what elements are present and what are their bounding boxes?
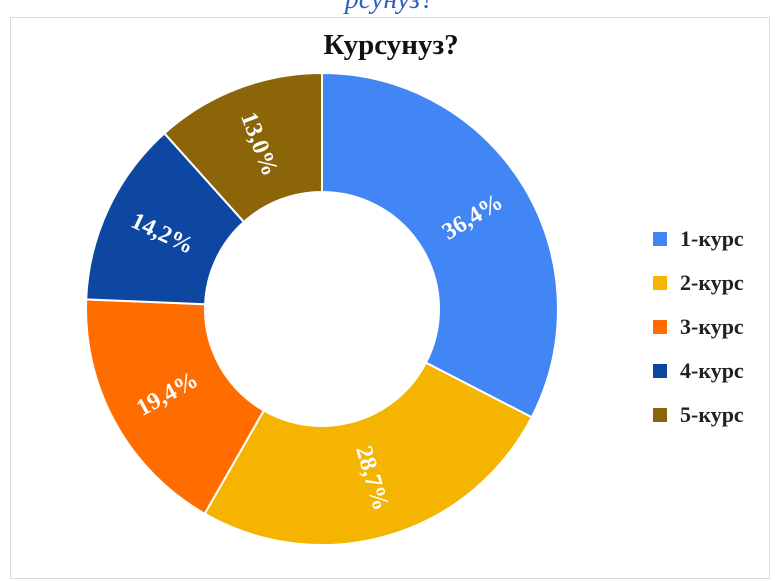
legend-label: 2-курс bbox=[680, 270, 744, 295]
legend-label: 4-курс bbox=[680, 358, 744, 383]
legend-swatch bbox=[653, 232, 667, 246]
donut-slice-3 bbox=[85, 298, 266, 516]
legend-swatch bbox=[653, 276, 667, 290]
donut-slice-2 bbox=[203, 361, 534, 546]
legend-item-5: 5-курс bbox=[653, 393, 771, 437]
chart-legend: 1-курс 2-курс 3-курс 4-курс 5-курс bbox=[653, 217, 771, 437]
legend-swatch bbox=[653, 408, 667, 422]
legend-item-2: 2-курс bbox=[653, 261, 771, 305]
legend-label: 5-курс bbox=[680, 402, 744, 427]
page-caption: рсунуз? bbox=[0, 0, 779, 14]
legend-label: 1-курс bbox=[680, 226, 744, 251]
legend-item-4: 4-курс bbox=[653, 349, 771, 393]
legend-label: 3-курс bbox=[680, 314, 744, 339]
legend-swatch bbox=[653, 364, 667, 378]
legend-swatch bbox=[653, 320, 667, 334]
chart-title: Курсунуз? bbox=[323, 29, 459, 61]
legend-item-1: 1-курс bbox=[653, 217, 771, 261]
donut-slice-5 bbox=[162, 71, 323, 224]
legend-item-3: 3-курс bbox=[653, 305, 771, 349]
donut-slice-1 bbox=[321, 71, 559, 419]
